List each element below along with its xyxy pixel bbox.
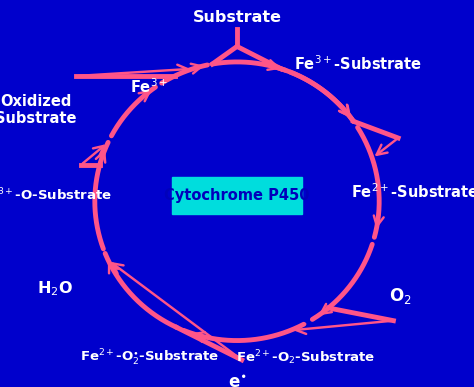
Text: Fe$^{2+}$-O$_2$-Substrate: Fe$^{2+}$-O$_2$-Substrate (236, 349, 375, 367)
FancyBboxPatch shape (172, 177, 302, 214)
Text: Fe$^{2+}$-O$^{\bullet}_2$-Substrate: Fe$^{2+}$-O$^{\bullet}_2$-Substrate (80, 348, 219, 368)
Text: Substrate: Substrate (192, 10, 282, 25)
Text: Fe$^{3+}$: Fe$^{3+}$ (130, 78, 168, 96)
Text: Fe$^{3+}$-O-Substrate: Fe$^{3+}$-O-Substrate (0, 187, 111, 204)
Text: e$^{\bullet}$: e$^{\bullet}$ (228, 374, 246, 387)
Text: Fe$^{3+}$-Substrate: Fe$^{3+}$-Substrate (294, 55, 422, 73)
Text: H$_2$O: H$_2$O (36, 279, 73, 298)
Text: O$_2$: O$_2$ (389, 286, 412, 306)
Text: Fe$^{2+}$-Substrate: Fe$^{2+}$-Substrate (351, 182, 474, 201)
Text: Cytochrome P450: Cytochrome P450 (164, 188, 310, 203)
Text: Oxidized
Substrate: Oxidized Substrate (0, 94, 76, 127)
